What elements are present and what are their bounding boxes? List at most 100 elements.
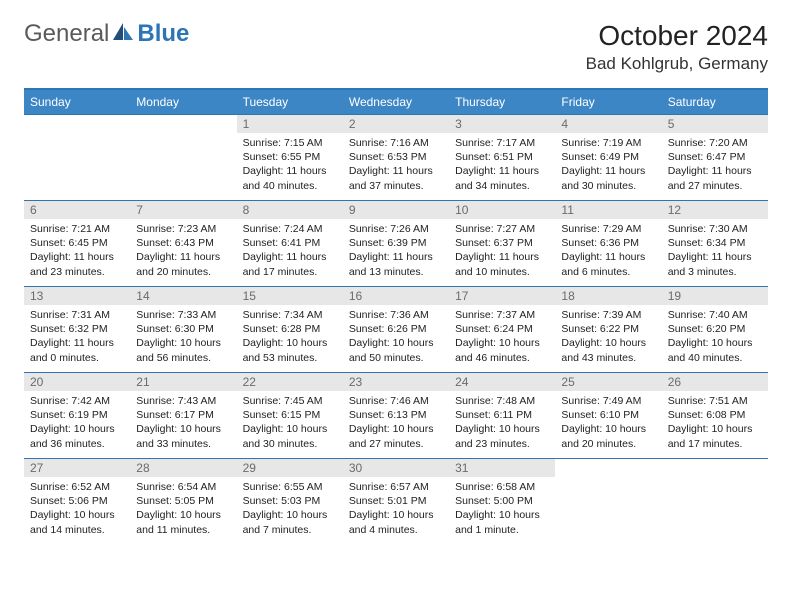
day-number: 16 — [343, 287, 449, 305]
day-body: Sunrise: 7:39 AMSunset: 6:22 PMDaylight:… — [555, 305, 661, 369]
day-number: 25 — [555, 373, 661, 391]
calendar-cell: 5Sunrise: 7:20 AMSunset: 6:47 PMDaylight… — [662, 115, 768, 201]
sunset-text: Sunset: 6:20 PM — [668, 322, 762, 336]
sunset-text: Sunset: 6:36 PM — [561, 236, 655, 250]
day-number: 31 — [449, 459, 555, 477]
calendar-cell: 10Sunrise: 7:27 AMSunset: 6:37 PMDayligh… — [449, 201, 555, 287]
sunset-text: Sunset: 5:03 PM — [243, 494, 337, 508]
sunrise-text: Sunrise: 7:29 AM — [561, 222, 655, 236]
sunrise-text: Sunrise: 7:40 AM — [668, 308, 762, 322]
day-body: Sunrise: 7:49 AMSunset: 6:10 PMDaylight:… — [555, 391, 661, 455]
daylight-text: Daylight: 10 hours and 56 minutes. — [136, 336, 230, 364]
day-number: 22 — [237, 373, 343, 391]
sunrise-text: Sunrise: 7:48 AM — [455, 394, 549, 408]
calendar-table: SundayMondayTuesdayWednesdayThursdayFrid… — [24, 88, 768, 545]
sunset-text: Sunset: 6:47 PM — [668, 150, 762, 164]
logo: General Blue — [24, 20, 189, 48]
sunset-text: Sunset: 6:24 PM — [455, 322, 549, 336]
sunrise-text: Sunrise: 7:33 AM — [136, 308, 230, 322]
sunrise-text: Sunrise: 7:43 AM — [136, 394, 230, 408]
calendar-cell: 11Sunrise: 7:29 AMSunset: 6:36 PMDayligh… — [555, 201, 661, 287]
sunrise-text: Sunrise: 7:21 AM — [30, 222, 124, 236]
sunset-text: Sunset: 6:45 PM — [30, 236, 124, 250]
day-number: 21 — [130, 373, 236, 391]
calendar-week-row: 6Sunrise: 7:21 AMSunset: 6:45 PMDaylight… — [24, 201, 768, 287]
calendar-cell: 24Sunrise: 7:48 AMSunset: 6:11 PMDayligh… — [449, 373, 555, 459]
sunrise-text: Sunrise: 7:24 AM — [243, 222, 337, 236]
day-body: Sunrise: 7:21 AMSunset: 6:45 PMDaylight:… — [24, 219, 130, 283]
sunrise-text: Sunrise: 6:54 AM — [136, 480, 230, 494]
daylight-text: Daylight: 10 hours and 11 minutes. — [136, 508, 230, 536]
daylight-text: Daylight: 11 hours and 17 minutes. — [243, 250, 337, 278]
daylight-text: Daylight: 11 hours and 34 minutes. — [455, 164, 549, 192]
weekday-header: Friday — [555, 89, 661, 115]
sunset-text: Sunset: 6:53 PM — [349, 150, 443, 164]
day-number: 4 — [555, 115, 661, 133]
day-number: 26 — [662, 373, 768, 391]
day-body: Sunrise: 7:43 AMSunset: 6:17 PMDaylight:… — [130, 391, 236, 455]
daylight-text: Daylight: 10 hours and 14 minutes. — [30, 508, 124, 536]
day-body: Sunrise: 7:36 AMSunset: 6:26 PMDaylight:… — [343, 305, 449, 369]
sunset-text: Sunset: 6:22 PM — [561, 322, 655, 336]
calendar-week-row: 13Sunrise: 7:31 AMSunset: 6:32 PMDayligh… — [24, 287, 768, 373]
sunset-text: Sunset: 5:06 PM — [30, 494, 124, 508]
page-header: General Blue October 2024 Bad Kohlgrub, … — [24, 20, 768, 74]
sunrise-text: Sunrise: 7:46 AM — [349, 394, 443, 408]
sunset-text: Sunset: 6:49 PM — [561, 150, 655, 164]
sunrise-text: Sunrise: 7:17 AM — [455, 136, 549, 150]
daylight-text: Daylight: 11 hours and 37 minutes. — [349, 164, 443, 192]
day-number: 29 — [237, 459, 343, 477]
calendar-cell: 13Sunrise: 7:31 AMSunset: 6:32 PMDayligh… — [24, 287, 130, 373]
weekday-header: Tuesday — [237, 89, 343, 115]
sunset-text: Sunset: 6:43 PM — [136, 236, 230, 250]
title-month: October 2024 — [586, 20, 768, 52]
day-number: 3 — [449, 115, 555, 133]
daylight-text: Daylight: 11 hours and 20 minutes. — [136, 250, 230, 278]
title-block: October 2024 Bad Kohlgrub, Germany — [586, 20, 768, 74]
daylight-text: Daylight: 10 hours and 20 minutes. — [561, 422, 655, 450]
daylight-text: Daylight: 10 hours and 36 minutes. — [30, 422, 124, 450]
sunset-text: Sunset: 6:37 PM — [455, 236, 549, 250]
daylight-text: Daylight: 10 hours and 4 minutes. — [349, 508, 443, 536]
day-number: 27 — [24, 459, 130, 477]
day-number: 7 — [130, 201, 236, 219]
day-number: 30 — [343, 459, 449, 477]
day-body: Sunrise: 7:19 AMSunset: 6:49 PMDaylight:… — [555, 133, 661, 197]
day-number: 23 — [343, 373, 449, 391]
day-body: Sunrise: 7:27 AMSunset: 6:37 PMDaylight:… — [449, 219, 555, 283]
sunrise-text: Sunrise: 6:57 AM — [349, 480, 443, 494]
day-number: 14 — [130, 287, 236, 305]
daylight-text: Daylight: 10 hours and 40 minutes. — [668, 336, 762, 364]
calendar-cell: 25Sunrise: 7:49 AMSunset: 6:10 PMDayligh… — [555, 373, 661, 459]
day-body: Sunrise: 7:31 AMSunset: 6:32 PMDaylight:… — [24, 305, 130, 369]
calendar-cell — [555, 459, 661, 545]
sunrise-text: Sunrise: 7:51 AM — [668, 394, 762, 408]
sunset-text: Sunset: 6:41 PM — [243, 236, 337, 250]
sunrise-text: Sunrise: 7:20 AM — [668, 136, 762, 150]
sunset-text: Sunset: 6:13 PM — [349, 408, 443, 422]
day-body: Sunrise: 7:29 AMSunset: 6:36 PMDaylight:… — [555, 219, 661, 283]
sunrise-text: Sunrise: 7:23 AM — [136, 222, 230, 236]
calendar-cell: 6Sunrise: 7:21 AMSunset: 6:45 PMDaylight… — [24, 201, 130, 287]
calendar-cell: 2Sunrise: 7:16 AMSunset: 6:53 PMDaylight… — [343, 115, 449, 201]
day-number: 24 — [449, 373, 555, 391]
day-number: 1 — [237, 115, 343, 133]
sunset-text: Sunset: 6:17 PM — [136, 408, 230, 422]
calendar-cell: 7 Sunrise: 7:23 AMSunset: 6:43 PMDaylight… — [130, 201, 236, 287]
day-body: Sunrise: 7:16 AMSunset: 6:53 PMDaylight:… — [343, 133, 449, 197]
calendar-cell: 20Sunrise: 7:42 AMSunset: 6:19 PMDayligh… — [24, 373, 130, 459]
day-number: 20 — [24, 373, 130, 391]
sunrise-text: Sunrise: 7:19 AM — [561, 136, 655, 150]
day-number: 12 — [662, 201, 768, 219]
day-number: 28 — [130, 459, 236, 477]
sunset-text: Sunset: 6:28 PM — [243, 322, 337, 336]
sunrise-text: Sunrise: 7:15 AM — [243, 136, 337, 150]
day-body: Sunrise: 6:58 AMSunset: 5:00 PMDaylight:… — [449, 477, 555, 541]
sunset-text: Sunset: 6:34 PM — [668, 236, 762, 250]
calendar-cell: 12Sunrise: 7:30 AMSunset: 6:34 PMDayligh… — [662, 201, 768, 287]
calendar-cell — [662, 459, 768, 545]
sunset-text: Sunset: 6:15 PM — [243, 408, 337, 422]
day-number: 5 — [662, 115, 768, 133]
day-body: Sunrise: 6:57 AMSunset: 5:01 PMDaylight:… — [343, 477, 449, 541]
calendar-cell: 31Sunrise: 6:58 AMSunset: 5:00 PMDayligh… — [449, 459, 555, 545]
